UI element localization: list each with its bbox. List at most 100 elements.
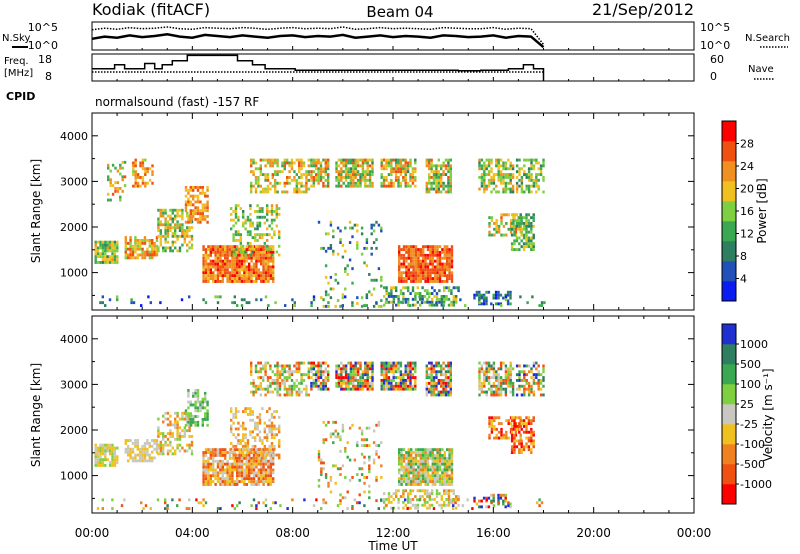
range-gate-cell	[327, 167, 330, 171]
range-gate-cell	[364, 178, 367, 182]
range-gate-cell	[204, 477, 208, 481]
range-gate-cell	[382, 184, 386, 188]
range-gate-cell	[260, 245, 263, 249]
range-gate-cell	[184, 188, 188, 192]
range-gate-cell	[359, 176, 362, 179]
range-gate-cell	[99, 461, 102, 464]
range-gate-cell	[151, 456, 154, 460]
range-gate-cell	[254, 439, 257, 442]
range-gate-cell	[262, 471, 265, 475]
range-gate-cell	[344, 173, 348, 176]
range-gate-cell	[527, 167, 531, 171]
range-gate-cell	[464, 304, 467, 307]
range-gate-cell	[353, 498, 356, 502]
range-gate-cell	[248, 471, 251, 475]
range-gate-cell	[228, 480, 232, 483]
range-gate-cell	[206, 423, 209, 427]
range-gate-cell	[400, 454, 403, 457]
range-gate-cell	[207, 448, 210, 452]
range-gate-cell	[435, 190, 438, 194]
range-gate-cell	[530, 248, 533, 251]
range-gate-cell	[525, 422, 528, 425]
range-gate-cell	[238, 459, 241, 463]
range-gate-cell	[412, 265, 415, 269]
range-gate-cell	[500, 304, 503, 307]
range-gate-cell	[414, 253, 418, 257]
range-gate-cell	[283, 393, 286, 397]
range-gate-cell	[276, 393, 279, 397]
range-gate-cell	[288, 390, 291, 394]
range-gate-cell	[207, 271, 210, 275]
range-gate-cell	[129, 256, 132, 260]
range-gate-cell	[523, 379, 526, 382]
range-gate-cell	[440, 373, 443, 377]
range-gate-cell	[523, 364, 526, 368]
range-gate-cell	[181, 435, 184, 438]
range-gate-cell	[305, 170, 308, 174]
range-gate-cell	[414, 381, 417, 385]
range-gate-cell	[356, 223, 359, 227]
range-gate-cell	[187, 423, 190, 427]
range-gate-cell	[111, 255, 114, 259]
range-gate-cell	[259, 393, 262, 397]
range-gate-cell	[279, 504, 282, 508]
range-gate-cell	[431, 256, 434, 260]
range-gate-cell	[176, 411, 179, 415]
range-gate-cell	[207, 456, 210, 460]
range-gate-cell	[288, 176, 291, 179]
range-gate-cell	[435, 370, 438, 374]
range-gate-cell	[356, 379, 360, 382]
range-gate-cell	[412, 280, 415, 283]
range-gate-cell	[487, 505, 491, 509]
range-gate-cell	[349, 176, 353, 179]
range-gate-cell	[298, 387, 301, 391]
range-gate-cell	[290, 379, 294, 382]
range-gate-cell	[480, 167, 484, 171]
range-gate-cell	[405, 259, 408, 263]
range-gate-cell	[226, 477, 229, 481]
range-gate-cell	[337, 379, 341, 382]
range-gate-cell	[231, 245, 234, 249]
range-gate-cell	[351, 267, 354, 271]
range-gate-cell	[266, 227, 269, 231]
range-gate-cell	[124, 256, 127, 260]
range-gate-cell	[419, 292, 422, 295]
range-gate-cell	[307, 164, 310, 168]
range-gate-cell	[509, 293, 512, 297]
range-gate-cell	[111, 446, 114, 450]
range-gate-cell	[437, 176, 440, 179]
range-gate-cell	[199, 215, 202, 218]
range-gate-cell	[107, 192, 110, 196]
range-gate-cell	[340, 173, 343, 176]
range-gate-cell	[435, 500, 439, 504]
range-gate-cell	[424, 471, 427, 475]
range-gate-cell	[442, 161, 445, 165]
range-gate-cell	[171, 232, 174, 235]
range-gate-cell	[530, 436, 533, 440]
range-gate-cell	[327, 178, 330, 182]
range-gate-cell	[354, 167, 357, 171]
range-gate-cell	[478, 301, 481, 305]
range-gate-cell	[101, 449, 105, 453]
range-gate-cell	[447, 370, 450, 374]
range-gate-cell	[141, 164, 145, 168]
range-gate-cell	[366, 373, 369, 377]
range-gate-cell	[251, 410, 254, 413]
range-gate-cell	[383, 286, 386, 290]
range-gate-cell	[518, 430, 521, 434]
range-gate-cell	[425, 393, 428, 397]
range-gate-cell	[425, 373, 428, 377]
range-gate-cell	[250, 259, 253, 263]
range-gate-cell	[244, 444, 247, 448]
range-gate-cell	[437, 184, 440, 188]
range-gate-cell	[146, 239, 149, 242]
range-gate-cell	[380, 173, 383, 176]
range-gate-cell	[392, 167, 395, 171]
range-gate-cell	[492, 178, 496, 182]
range-gate-cell	[114, 166, 117, 170]
range-gate-cell	[273, 233, 276, 237]
range-gate-cell	[204, 459, 208, 463]
range-gate-cell	[399, 289, 403, 293]
range-gate-cell	[382, 181, 386, 185]
range-gate-cell	[272, 245, 275, 249]
